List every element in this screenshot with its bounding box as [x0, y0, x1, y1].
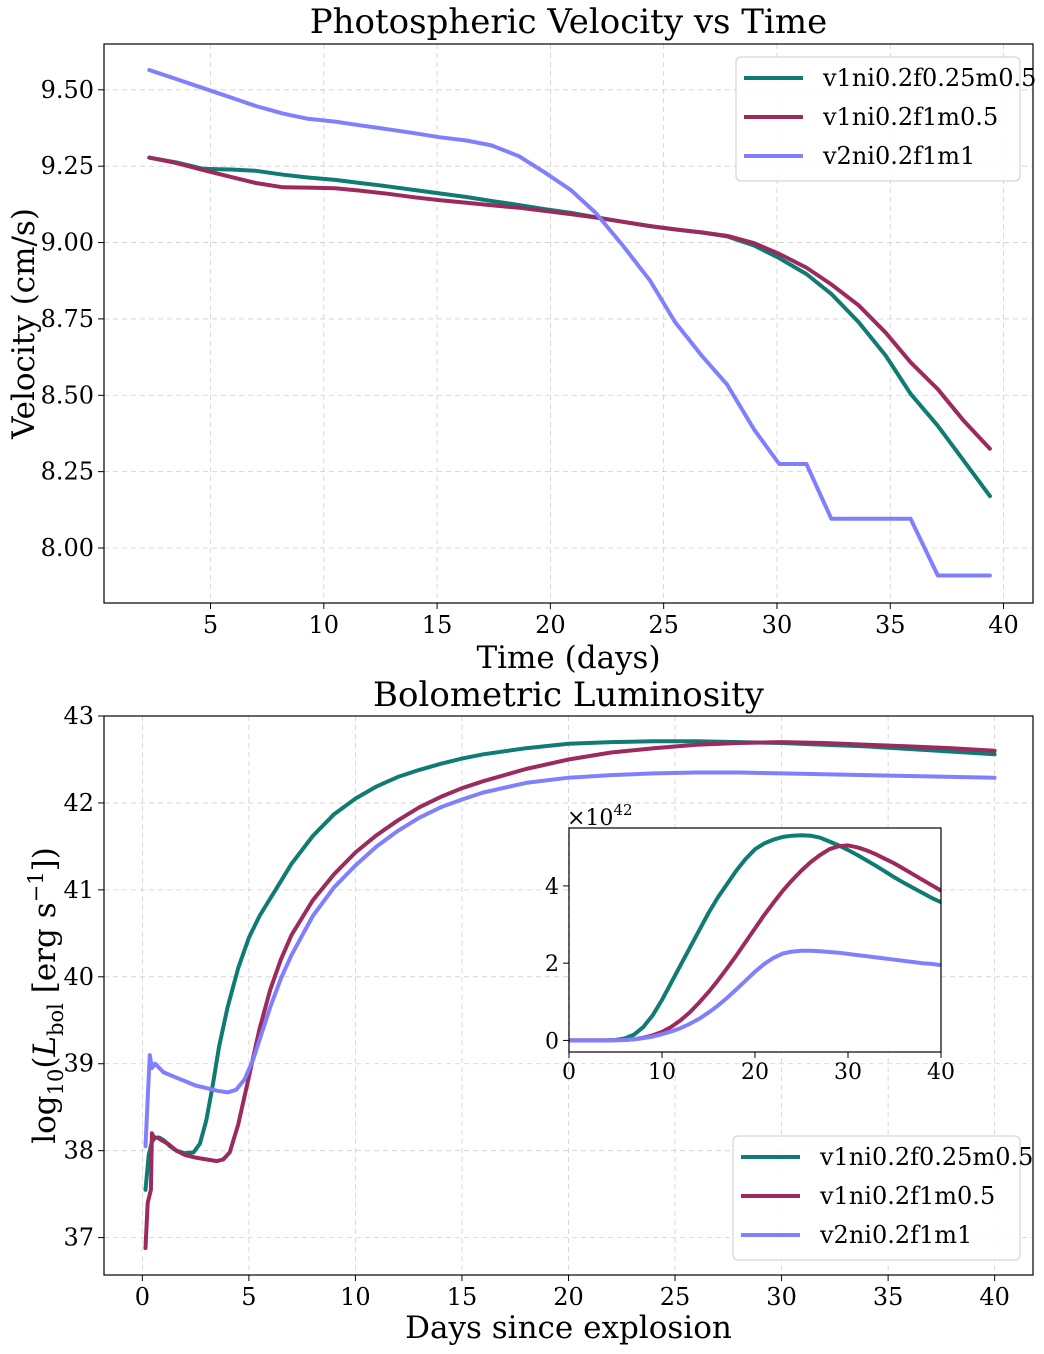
legend-label-2: v1ni0.2f1m0.5: [819, 1182, 995, 1210]
y-tick-label: 8.25: [41, 458, 94, 486]
series-line-1: [569, 833, 941, 1043]
x-tick-label: 25: [648, 611, 679, 639]
y-axis-label-part: [erg s: [27, 902, 63, 1003]
legend-label-3: v2ni0.2f1m1: [822, 142, 975, 170]
luminosity-inset-panel: 0 10 20 30 40 0 2 4 ×1042: [545, 801, 955, 1085]
x-tick-label: 0: [562, 1060, 576, 1085]
y-tick-label: 41: [63, 876, 94, 904]
x-tick-label: 0: [135, 1283, 150, 1311]
x-tick-label: 25: [660, 1283, 691, 1311]
x-tick-label: 35: [873, 1283, 904, 1311]
x-axis-label: Time (days): [476, 640, 660, 676]
legend-box: [732, 1135, 1021, 1261]
axes-frame: [103, 43, 1034, 604]
y-tick-label: 43: [63, 702, 94, 730]
series-lines: [569, 833, 941, 1043]
x-tick-label: 10: [340, 1283, 371, 1311]
y-axis-label: log10(Lbol [erg s−1]): [24, 847, 68, 1144]
offset-text-exponent: 42: [613, 801, 632, 819]
legend: v1ni0.2f0.25m0.5 v1ni0.2f1m0.5 v2ni0.2f1m1: [732, 1135, 1033, 1261]
x-tick-label: 15: [447, 1283, 478, 1311]
y-tick-label: 2: [545, 952, 559, 977]
series-line-3: [569, 948, 941, 1043]
y-axis-label-part: L: [27, 1036, 63, 1058]
inset-background: [569, 828, 941, 1052]
y-tick-label: 37: [63, 1224, 94, 1252]
legend-label-3: v2ni0.2f1m1: [819, 1221, 972, 1249]
legend-label-1: v1ni0.2f0.25m0.5: [819, 1143, 1033, 1171]
y-tick-label: 8.75: [41, 305, 94, 333]
series-lines: [143, 739, 997, 1250]
y-tick-label: 9.25: [41, 152, 94, 180]
x-tick-label: 35: [875, 611, 906, 639]
y-tick-label: 9.50: [41, 76, 94, 104]
legend-label-2: v1ni0.2f1m0.5: [822, 103, 998, 131]
y-tick-label: 39: [63, 1050, 94, 1078]
y-tick-label: 9.00: [41, 229, 94, 257]
legend-label-1: v1ni0.2f0.25m0.5: [822, 64, 1036, 92]
x-tick-label: 30: [762, 611, 793, 639]
y-tick-label: 42: [63, 789, 94, 817]
offset-text-mantissa: ×10: [567, 806, 613, 831]
x-tick-label: 20: [741, 1060, 769, 1085]
chart-title: Bolometric Luminosity: [373, 675, 765, 715]
chart-title: Photospheric Velocity vs Time: [310, 2, 827, 42]
x-tick-label: 20: [535, 611, 566, 639]
x-tick-label: 40: [988, 611, 1019, 639]
y-axis-label-part: log: [27, 1095, 63, 1143]
y-tick-label: 4: [545, 875, 559, 900]
x-tick-label: 15: [422, 611, 453, 639]
series-line-1: [147, 155, 992, 499]
y-tick-label: 38: [63, 1137, 94, 1165]
x-axis-label: Days since explosion: [405, 1310, 732, 1346]
series-lines: [147, 68, 992, 578]
offset-text: ×1042: [567, 801, 633, 831]
y-tick-label: 8.00: [41, 534, 94, 562]
series-line-2: [147, 155, 992, 451]
x-tick-label: 5: [241, 1283, 256, 1311]
x-tick-label: 40: [979, 1283, 1010, 1311]
series-line-3: [143, 770, 997, 1149]
legend-box: [735, 56, 1021, 182]
series-line-3: [147, 68, 992, 578]
x-tick-label: 10: [309, 611, 340, 639]
velocity-panel: 5 10 15 20 25 30 35 40 8.00 8.25 8.50 8.75 9.00 9.25 9…: [6, 2, 1036, 676]
y-axis-label-part: −1: [24, 871, 48, 902]
y-tick-label: 40: [63, 963, 94, 991]
y-axis-label-part: (: [27, 1057, 63, 1069]
x-tick-label: 10: [648, 1060, 676, 1085]
x-tick-label: 30: [834, 1060, 862, 1085]
y-axis-label-part: 10: [44, 1069, 68, 1096]
x-tick-label: 20: [553, 1283, 584, 1311]
luminosity-panel: 0 5 10 15 20 25 30 35 4037383940414243Bolometric…: [24, 675, 1034, 1346]
x-tick-label: 40: [927, 1060, 955, 1085]
legend: v1ni0.2f0.25m0.5 v1ni0.2f1m0.5 v2ni0.2f1m1: [735, 56, 1036, 182]
y-axis-label-part: bol: [44, 1003, 68, 1036]
x-tick-label: 5: [203, 611, 218, 639]
series-line-2: [143, 740, 997, 1250]
x-tick-label: 30: [766, 1283, 797, 1311]
y-axis-label-part: ]): [27, 847, 63, 871]
y-tick-label: 8.50: [41, 381, 94, 409]
y-axis-label: Velocity (cm/s): [6, 208, 42, 440]
y-tick-label: 0: [545, 1029, 559, 1054]
